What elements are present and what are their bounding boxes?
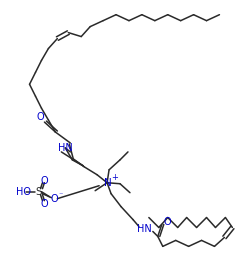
Text: O: O xyxy=(41,199,48,209)
Text: O: O xyxy=(50,194,58,204)
Text: O: O xyxy=(164,216,171,227)
Text: N: N xyxy=(104,178,112,188)
Text: HO: HO xyxy=(16,187,31,197)
Text: O: O xyxy=(41,176,48,186)
Text: HN: HN xyxy=(58,143,73,153)
Text: +: + xyxy=(112,173,119,182)
Text: ⁻: ⁻ xyxy=(58,190,62,199)
Text: HN: HN xyxy=(137,224,152,235)
Text: S: S xyxy=(35,187,42,197)
Text: O: O xyxy=(37,112,44,122)
